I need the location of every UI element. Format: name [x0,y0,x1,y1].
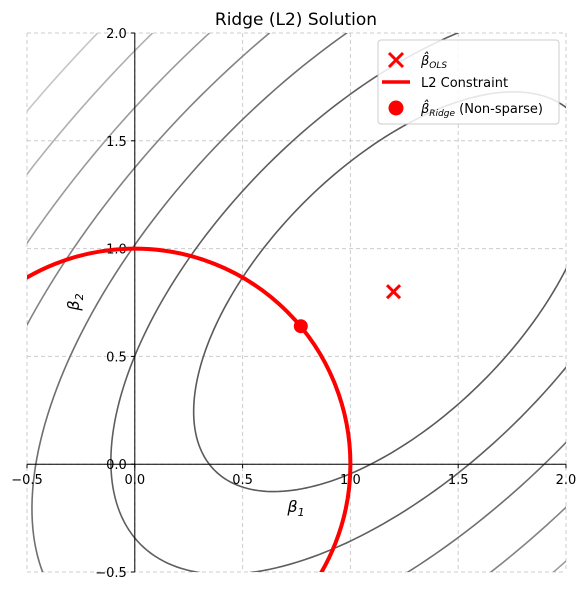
legend-label-ols: β̂OLS [420,52,447,71]
legend-item-l2-constraint: L2 Constraint [382,76,508,91]
legend-x-marker [387,51,405,69]
l2-constraint-circle [27,246,353,572]
ols-estimate-marker [385,284,402,300]
x-tick-label: 0.5 [232,473,253,488]
chart-marks [27,246,402,572]
x-tick-label: 2.0 [556,473,577,488]
y-tick-label: 1.5 [106,135,127,150]
legend-item-ols: β̂OLS [387,51,447,71]
y-tick-label: 0.5 [106,350,127,365]
y-axis-label: β2 [64,293,86,311]
legend-label-ridge: β̂Ridge (Non-sparse) [420,100,543,119]
x-tick-label: 1.5 [448,473,469,488]
ridge-estimate-marker [293,319,308,334]
axes [26,32,567,573]
x-tick-label: 0.0 [124,473,145,488]
contour-line [31,33,566,572]
y-tick-label: 2.0 [106,27,127,42]
y-tick-labels: −0.50.00.51.01.52.0 [95,27,127,581]
legend-item-ridge: β̂Ridge (Non-sparse) [388,100,543,119]
y-tick-label: 0.0 [106,458,127,473]
x-axis-label: β1 [286,497,304,519]
chart-title: Ridge (L2) Solution [215,10,377,30]
contour-line [110,33,566,572]
contour-line [192,91,566,493]
legend-box [377,39,560,125]
x-tick-labels: −0.5 0.0 0.5 1.0 1.5 2.0 [11,473,576,488]
x-tick-label: −0.5 [11,473,43,488]
legend-circle-marker [388,100,404,116]
legend: β̂OLS L2 Constraint β̂Ridge (Non-sparse) [377,39,560,125]
y-tick-label: −0.5 [95,566,127,581]
legend-label-l2: L2 Constraint [421,76,508,91]
